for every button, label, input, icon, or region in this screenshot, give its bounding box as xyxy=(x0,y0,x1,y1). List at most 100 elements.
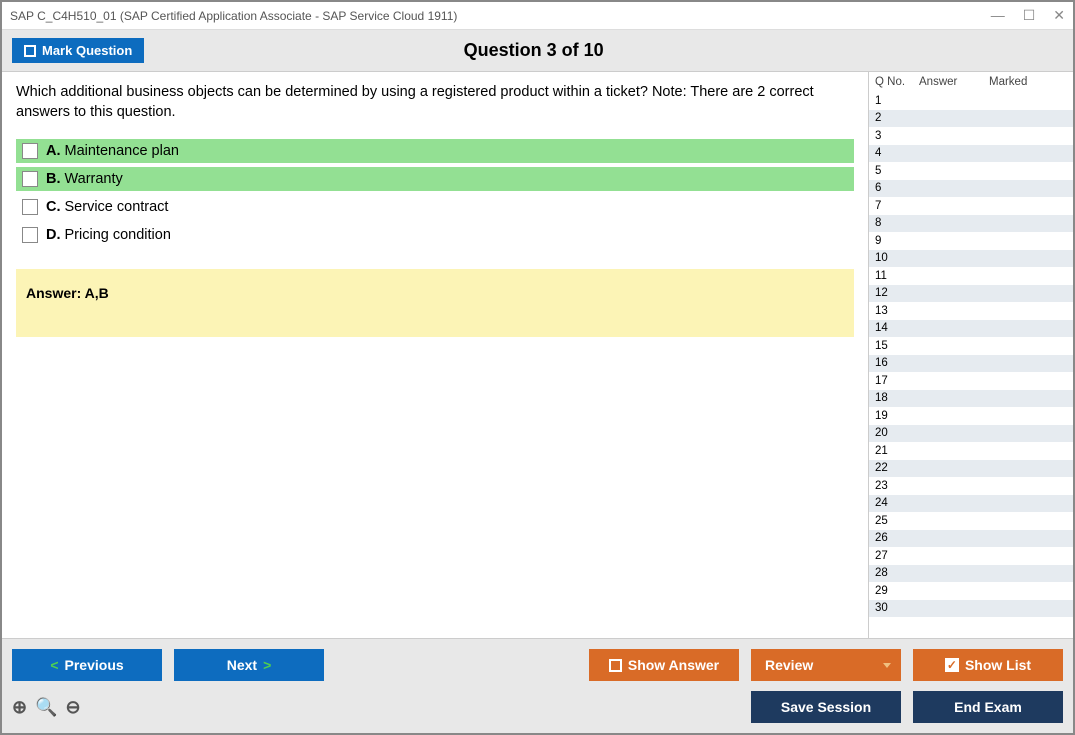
previous-label: Previous xyxy=(65,657,124,673)
navigator-row[interactable]: 3 xyxy=(869,127,1073,145)
navigator-panel: Q No. Answer Marked 12345678910111213141… xyxy=(868,72,1073,638)
row-qno: 20 xyxy=(875,427,919,439)
question-counter: Question 3 of 10 xyxy=(144,40,923,61)
chevron-left-icon: < xyxy=(50,657,58,673)
save-session-button[interactable]: Save Session xyxy=(751,691,901,723)
navigator-row[interactable]: 25 xyxy=(869,512,1073,530)
checkbox-icon[interactable] xyxy=(22,227,38,243)
option-letter: D. xyxy=(46,227,61,243)
navigator-row[interactable]: 22 xyxy=(869,460,1073,478)
row-qno: 2 xyxy=(875,112,919,124)
row-qno: 9 xyxy=(875,235,919,247)
window-controls: — ☐ ✕ xyxy=(991,7,1065,24)
row-qno: 10 xyxy=(875,252,919,264)
row-qno: 11 xyxy=(875,270,919,282)
navigator-row[interactable]: 13 xyxy=(869,302,1073,320)
row-qno: 18 xyxy=(875,392,919,404)
option-row[interactable]: D. Pricing condition xyxy=(16,223,854,247)
option-text: Warranty xyxy=(65,171,123,187)
row-qno: 13 xyxy=(875,305,919,317)
navigator-row[interactable]: 30 xyxy=(869,600,1073,618)
option-letter: A. xyxy=(46,143,61,159)
navigator-row[interactable]: 15 xyxy=(869,337,1073,355)
navigator-row[interactable]: 20 xyxy=(869,425,1073,443)
col-qno: Q No. xyxy=(875,76,919,88)
header: Mark Question Question 3 of 10 xyxy=(2,30,1073,72)
navigator-row[interactable]: 23 xyxy=(869,477,1073,495)
row-qno: 8 xyxy=(875,217,919,229)
navigator-row[interactable]: 10 xyxy=(869,250,1073,268)
navigator-row[interactable]: 4 xyxy=(869,145,1073,163)
checkbox-icon[interactable] xyxy=(22,199,38,215)
row-qno: 30 xyxy=(875,602,919,614)
row-qno: 15 xyxy=(875,340,919,352)
navigator-row[interactable]: 12 xyxy=(869,285,1073,303)
navigator-row[interactable]: 7 xyxy=(869,197,1073,215)
navigator-row[interactable]: 26 xyxy=(869,530,1073,548)
col-marked: Marked xyxy=(989,76,1067,88)
navigator-row[interactable]: 14 xyxy=(869,320,1073,338)
review-label: Review xyxy=(765,657,813,673)
body: Which additional business objects can be… xyxy=(2,72,1073,638)
navigator-row[interactable]: 24 xyxy=(869,495,1073,513)
row-qno: 7 xyxy=(875,200,919,212)
row-qno: 21 xyxy=(875,445,919,457)
row-qno: 24 xyxy=(875,497,919,509)
end-exam-label: End Exam xyxy=(954,699,1022,715)
row-qno: 25 xyxy=(875,515,919,527)
minimize-icon[interactable]: — xyxy=(991,7,1005,24)
navigator-row[interactable]: 5 xyxy=(869,162,1073,180)
navigator-row[interactable]: 17 xyxy=(869,372,1073,390)
zoom-reset-icon[interactable]: 🔍 xyxy=(35,697,57,718)
checkbox-icon xyxy=(609,659,622,672)
option-text: Pricing condition xyxy=(65,227,171,243)
navigator-row[interactable]: 8 xyxy=(869,215,1073,233)
chevron-right-icon: > xyxy=(263,657,271,673)
answer-box: Answer: A,B xyxy=(16,269,854,337)
show-list-button[interactable]: ✓ Show List xyxy=(913,649,1063,681)
navigator-rows[interactable]: 1234567891011121314151617181920212223242… xyxy=(869,92,1073,638)
option-letter: C. xyxy=(46,199,61,215)
maximize-icon[interactable]: ☐ xyxy=(1023,7,1036,24)
row-qno: 23 xyxy=(875,480,919,492)
navigator-row[interactable]: 21 xyxy=(869,442,1073,460)
navigator-header: Q No. Answer Marked xyxy=(869,72,1073,92)
previous-button[interactable]: < Previous xyxy=(12,649,162,681)
navigator-row[interactable]: 16 xyxy=(869,355,1073,373)
chevron-down-icon xyxy=(883,663,891,668)
navigator-row[interactable]: 2 xyxy=(869,110,1073,128)
checkbox-icon[interactable] xyxy=(22,171,38,187)
end-exam-button[interactable]: End Exam xyxy=(913,691,1063,723)
show-answer-button[interactable]: Show Answer xyxy=(589,649,739,681)
options-list: A. Maintenance plan B. Warranty C. Service… xyxy=(16,139,854,247)
navigator-row[interactable]: 18 xyxy=(869,390,1073,408)
next-button[interactable]: Next > xyxy=(174,649,324,681)
navigator-row[interactable]: 6 xyxy=(869,180,1073,198)
navigator-row[interactable]: 1 xyxy=(869,92,1073,110)
window-title: SAP C_C4H510_01 (SAP Certified Applicati… xyxy=(10,9,991,23)
review-button[interactable]: Review xyxy=(751,649,901,681)
col-answer: Answer xyxy=(919,76,989,88)
row-qno: 12 xyxy=(875,287,919,299)
row-qno: 17 xyxy=(875,375,919,387)
row-qno: 4 xyxy=(875,147,919,159)
navigator-row[interactable]: 29 xyxy=(869,582,1073,600)
zoom-out-icon[interactable]: ⊖ xyxy=(66,697,81,718)
option-row[interactable]: C. Service contract xyxy=(16,195,854,219)
navigator-row[interactable]: 9 xyxy=(869,232,1073,250)
checkbox-icon[interactable] xyxy=(22,143,38,159)
question-text: Which additional business objects can be… xyxy=(16,82,854,123)
mark-question-button[interactable]: Mark Question xyxy=(12,38,144,63)
navigator-row[interactable]: 27 xyxy=(869,547,1073,565)
titlebar: SAP C_C4H510_01 (SAP Certified Applicati… xyxy=(2,2,1073,30)
option-row[interactable]: B. Warranty xyxy=(16,167,854,191)
option-text: Service contract xyxy=(65,199,169,215)
navigator-row[interactable]: 19 xyxy=(869,407,1073,425)
option-row[interactable]: A. Maintenance plan xyxy=(16,139,854,163)
row-qno: 27 xyxy=(875,550,919,562)
close-icon[interactable]: ✕ xyxy=(1053,7,1065,24)
navigator-row[interactable]: 28 xyxy=(869,565,1073,583)
row-qno: 19 xyxy=(875,410,919,422)
navigator-row[interactable]: 11 xyxy=(869,267,1073,285)
zoom-in-icon[interactable]: ⊕ xyxy=(12,697,27,718)
